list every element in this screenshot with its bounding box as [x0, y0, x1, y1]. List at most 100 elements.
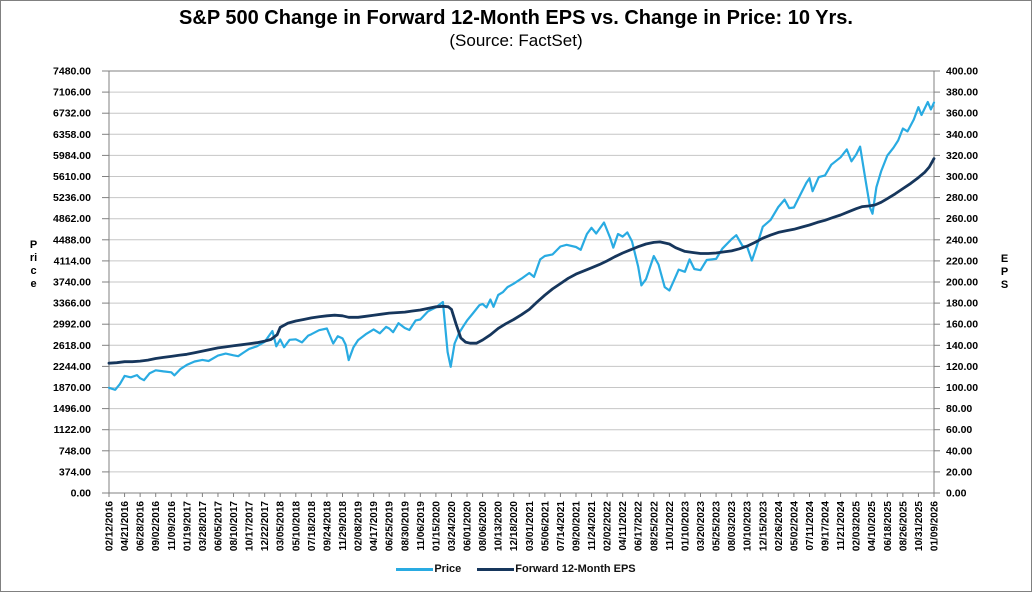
left-axis-tick-label: 2244.00 — [53, 361, 91, 373]
x-axis-date-label: 12/15/2023 — [758, 501, 769, 551]
left-axis-title-price: Price — [29, 239, 38, 290]
left-axis-tick-label: 1122.00 — [54, 424, 92, 436]
x-axis-date-label: 07/18/2018 — [307, 501, 318, 551]
plot-border — [108, 70, 935, 494]
left-axis-tick-label: 5984.00 — [53, 150, 91, 162]
x-axis-date-label: 01/15/2020 — [431, 501, 442, 551]
x-axis-date-label: 06/18/2025 — [883, 501, 894, 551]
left-axis-tick-label: 2992.00 — [53, 319, 91, 331]
x-axis-date-label: 03/01/2021 — [525, 501, 536, 551]
left-axis-tick-label: 4488.00 — [53, 234, 91, 246]
x-axis-date-label: 03/05/2018 — [276, 501, 287, 551]
right-axis-tick-label: 300.00 — [946, 171, 978, 183]
left-axis-tick-label: 1870.00 — [53, 382, 91, 394]
left-axis-tick-label: 5610.00 — [53, 171, 91, 183]
right-axis-tick-label: 240.00 — [946, 234, 978, 246]
right-axis-tick-label: 0.00 — [946, 488, 967, 500]
x-axis-date-label: 12/22/2017 — [260, 501, 271, 551]
x-axis-date-label: 02/26/2024 — [774, 501, 785, 551]
x-axis-date-label: 11/21/2024 — [836, 501, 847, 551]
left-axis-tick-label: 4114.00 — [54, 255, 92, 267]
x-axis-date-label: 07/11/2024 — [805, 501, 816, 551]
x-axis-date-label: 09/24/2018 — [322, 501, 333, 551]
left-axis-tick-label: 7480.00 — [53, 66, 91, 78]
right-axis-tick-label: 80.00 — [946, 403, 972, 415]
x-axis-date-label: 06/17/2022 — [634, 501, 645, 551]
left-axis-tick-label: 7106.00 — [53, 87, 91, 99]
x-axis-date-label: 03/20/2023 — [696, 501, 707, 551]
x-axis-date-label: 12/18/2020 — [509, 501, 520, 551]
x-axis-date-label: 09/17/2024 — [821, 501, 832, 551]
right-axis-tick-label: 20.00 — [946, 466, 972, 478]
x-axis-date-label: 06/28/2016 — [136, 501, 147, 551]
right-axis-tick-label: 140.00 — [946, 340, 978, 352]
x-axis-date-label: 10/10/2023 — [743, 501, 754, 551]
eps-line-swatch — [477, 567, 515, 571]
left-axis-tick-label: 4862.00 — [53, 213, 91, 225]
right-axis-tick-label: 220.00 — [946, 255, 978, 267]
x-axis-date-label: 11/09/2016 — [167, 501, 178, 551]
x-axis-date-label: 08/03/2023 — [727, 501, 738, 551]
left-axis-tick-label: 3366.00 — [53, 298, 91, 310]
left-axis-tick-label: 374.00 — [59, 466, 91, 478]
right-axis-tick-label: 360.00 — [946, 108, 978, 120]
x-axis-date-label: 04/21/2016 — [120, 501, 131, 551]
x-axis-date-label: 11/29/2018 — [338, 501, 349, 551]
x-axis-date-label: 09/02/2016 — [151, 501, 162, 551]
x-axis-date-label: 04/11/2022 — [618, 501, 629, 551]
right-axis-tick-label: 400.00 — [946, 66, 978, 78]
right-axis-tick-label: 340.00 — [946, 129, 978, 141]
left-axis-tick-label: 3740.00 — [53, 277, 91, 289]
left-axis-tick-label: 5236.00 — [53, 192, 91, 204]
forward-eps-line — [107, 157, 936, 365]
x-axis-date-label: 02/08/2019 — [354, 501, 365, 551]
chart-subtitle: (Source: FactSet) — [449, 31, 583, 50]
x-axis-date-label: 03/24/2020 — [447, 501, 458, 551]
left-axis-tick-label: 0.00 — [71, 488, 92, 500]
x-axis-date-label: 08/25/2022 — [649, 501, 660, 551]
left-axis-tick-label: 1496.00 — [53, 403, 91, 415]
left-axis-tick-label: 748.00 — [59, 445, 91, 457]
right-axis-tick-label: 160.00 — [946, 319, 978, 331]
x-axis-date-label: 06/25/2019 — [385, 501, 396, 551]
x-axis-date-label: 11/01/2022 — [665, 501, 676, 551]
x-axis-date-label: 02/02/2022 — [603, 501, 614, 551]
right-axis-title-eps: EPS — [1000, 253, 1009, 291]
x-axis-date-label: 03/28/2017 — [198, 501, 209, 551]
x-axis-date-label: 08/30/2019 — [400, 501, 411, 551]
x-axis-date-label: 04/10/2025 — [867, 501, 878, 551]
legend-item-forward-eps: Forward 12-Month EPS — [477, 563, 636, 575]
legend-label-price: Price — [434, 563, 462, 575]
chart-legend: Price Forward 12-Month EPS — [1, 563, 1031, 575]
right-axis-tick-label: 380.00 — [946, 87, 978, 99]
chart-title: S&P 500 Change in Forward 12-Month EPS v… — [179, 7, 853, 29]
x-axis-date-label: 10/13/2020 — [494, 501, 505, 551]
x-axis-date-label: 01/09/2026 — [930, 501, 941, 551]
x-axis-date-label: 10/17/2017 — [245, 501, 256, 551]
left-axis-tick-label: 6732.00 — [53, 108, 91, 120]
x-axis-date-label: 08/26/2025 — [898, 501, 909, 551]
right-axis-tick-label: 100.00 — [946, 382, 978, 394]
right-axis-tick-label: 200.00 — [946, 277, 978, 289]
right-axis-tick-label: 180.00 — [946, 298, 978, 310]
x-axis-date-label: 04/17/2019 — [369, 501, 380, 551]
right-axis-tick-label: 60.00 — [946, 424, 972, 436]
x-axis-date-label: 01/19/2017 — [182, 501, 193, 551]
legend-label-forward-eps: Forward 12-Month EPS — [515, 563, 636, 575]
x-axis-date-label: 02/03/2025 — [852, 501, 863, 551]
price-line-swatch — [396, 567, 434, 571]
right-axis-tick-label: 260.00 — [946, 213, 978, 225]
right-axis-tick-label: 40.00 — [946, 445, 972, 457]
right-axis-tick-label: 320.00 — [946, 150, 978, 162]
right-axis-tick-label: 120.00 — [946, 361, 978, 373]
x-axis-date-label: 06/01/2020 — [463, 501, 474, 551]
x-axis-date-label: 09/20/2021 — [571, 501, 582, 551]
x-axis-date-label: 07/14/2021 — [556, 501, 567, 551]
x-axis-date-label: 05/10/2018 — [291, 501, 302, 551]
x-axis-date-label: 05/02/2024 — [789, 501, 800, 551]
x-axis-date-label: 05/25/2023 — [712, 501, 723, 551]
left-axis-tick-label: 2618.00 — [53, 340, 91, 352]
right-axis-tick-label: 280.00 — [946, 192, 978, 204]
